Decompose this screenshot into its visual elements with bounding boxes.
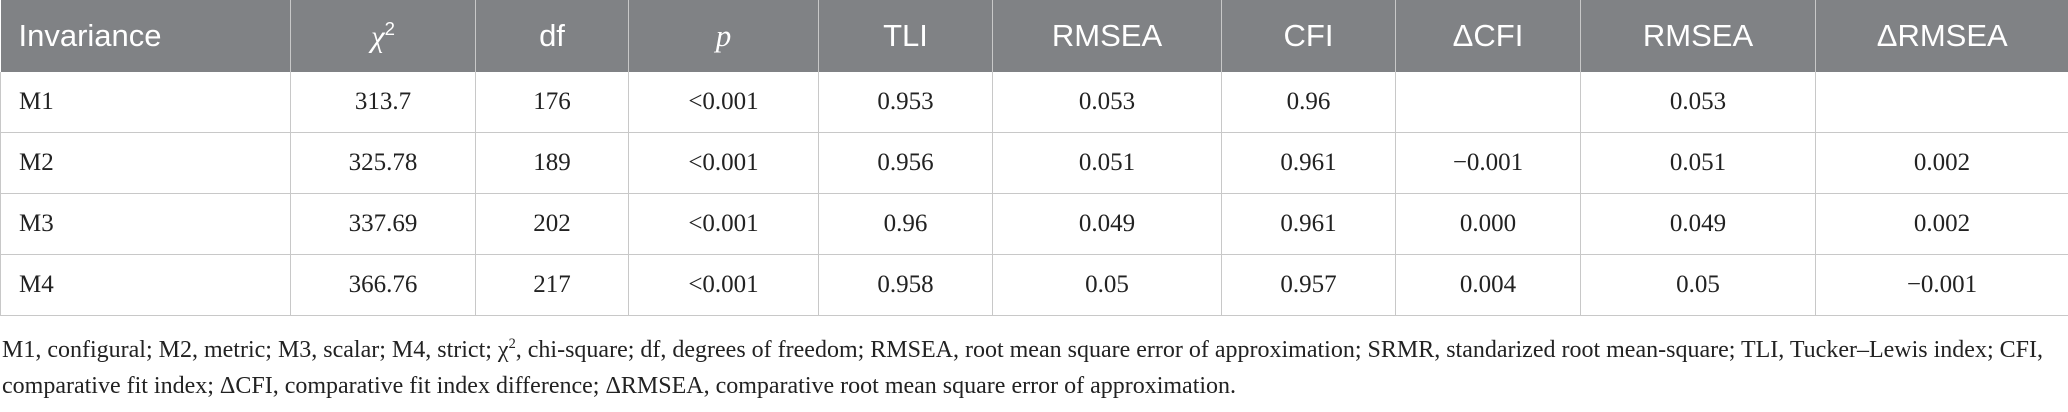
table-cell: 313.7	[290, 72, 476, 133]
table-cell: 176	[475, 72, 629, 133]
header-cell: ΔCFI	[1395, 0, 1581, 72]
table-cell: 0.956	[818, 132, 993, 194]
header-cell: χ2	[290, 0, 476, 72]
footnote-text: , chi-square; df, degrees of freedom; RM…	[2, 337, 2043, 399]
table-cell: 217	[475, 254, 629, 316]
header-cell: RMSEA	[1580, 0, 1816, 72]
table-row: M2 325.78 189 <0.001 0.956 0.051 0.961 −0.001 0.…	[0, 132, 2068, 194]
table-cell: −0.001	[1395, 132, 1581, 194]
header-cell: TLI	[818, 0, 993, 72]
table: Invariance χ2 df p TLI RMSEA CFI ΔCFI RMSEA ΔRMSE…	[0, 0, 2068, 316]
header-cell: Invariance	[0, 0, 291, 72]
table-cell: M1	[0, 72, 291, 133]
table-cell: 0.05	[1580, 254, 1816, 316]
table-cell: 0.96	[1221, 72, 1396, 133]
header-text: Invariance	[18, 18, 162, 53]
footnote-text: 2	[508, 336, 516, 352]
table-cell: 0.000	[1395, 193, 1581, 255]
header-text: ΔCFI	[1452, 18, 1524, 53]
table-cell: 325.78	[290, 132, 476, 194]
table-cell: 0.051	[1580, 132, 1816, 194]
table-row: M1 313.7 176 <0.001 0.953 0.053 0.96 0.053	[0, 72, 2068, 133]
table-cell: 0.002	[1815, 132, 2068, 194]
footnote-text: M1, configural; M2, metric; M3, scalar; …	[2, 337, 509, 363]
header-cell: df	[475, 0, 629, 72]
table-cell: 0.002	[1815, 193, 2068, 255]
header-text: RMSEA	[1051, 18, 1163, 53]
table-cell: 0.053	[992, 72, 1222, 133]
header-cell: RMSEA	[992, 0, 1222, 72]
table-cell: 0.961	[1221, 193, 1396, 255]
table-cell: 0.05	[992, 254, 1222, 316]
table-row: M4 366.76 217 <0.001 0.958 0.05 0.957 0.004 0.05…	[0, 254, 2068, 316]
header-row: Invariance χ2 df p TLI RMSEA CFI ΔCFI RMSEA ΔRMSE…	[0, 0, 2068, 72]
table-cell: 189	[475, 132, 629, 194]
table-cell: 0.004	[1395, 254, 1581, 316]
table-cell: M2	[0, 132, 291, 194]
table-cell: 337.69	[290, 193, 476, 255]
header-cell: CFI	[1221, 0, 1396, 72]
table-cell	[1815, 72, 2068, 133]
header-text: ΔRMSEA	[1876, 18, 2008, 53]
table-cell: 0.049	[1580, 193, 1816, 255]
header-superscript: 2	[384, 17, 395, 39]
header-cell: p	[628, 0, 819, 72]
table-cell: 0.953	[818, 72, 993, 133]
header-text: RMSEA	[1642, 18, 1754, 53]
table-row: M3 337.69 202 <0.001 0.96 0.049 0.961 0.000 0.04…	[0, 193, 2068, 255]
table-cell: 0.958	[818, 254, 993, 316]
table-body: M1 313.7 176 <0.001 0.953 0.053 0.96 0.053 M2 325…	[0, 72, 2068, 316]
header-text: p	[715, 18, 732, 53]
header-text: χ	[371, 18, 385, 54]
table-cell: M3	[0, 193, 291, 255]
table-cell	[1395, 72, 1581, 133]
header-text: CFI	[1283, 18, 1334, 53]
table-cell: 0.049	[992, 193, 1222, 255]
table-cell: 0.961	[1221, 132, 1396, 194]
table-cell: <0.001	[628, 254, 819, 316]
table-cell: −0.001	[1815, 254, 2068, 316]
header-cell: ΔRMSEA	[1815, 0, 2068, 72]
table-cell: 0.053	[1580, 72, 1816, 133]
table-cell: 202	[475, 193, 629, 255]
table-cell: M4	[0, 254, 291, 316]
table-cell: <0.001	[628, 72, 819, 133]
table-cell: 366.76	[290, 254, 476, 316]
table-cell: 0.96	[818, 193, 993, 255]
table-cell: 0.957	[1221, 254, 1396, 316]
header-text: TLI	[883, 18, 928, 53]
table-cell: <0.001	[628, 193, 819, 255]
header-text: df	[539, 18, 565, 53]
footnote: M1, configural; M2, metric; M3, scalar; …	[0, 316, 2068, 404]
table-cell: <0.001	[628, 132, 819, 194]
table-cell: 0.051	[992, 132, 1222, 194]
